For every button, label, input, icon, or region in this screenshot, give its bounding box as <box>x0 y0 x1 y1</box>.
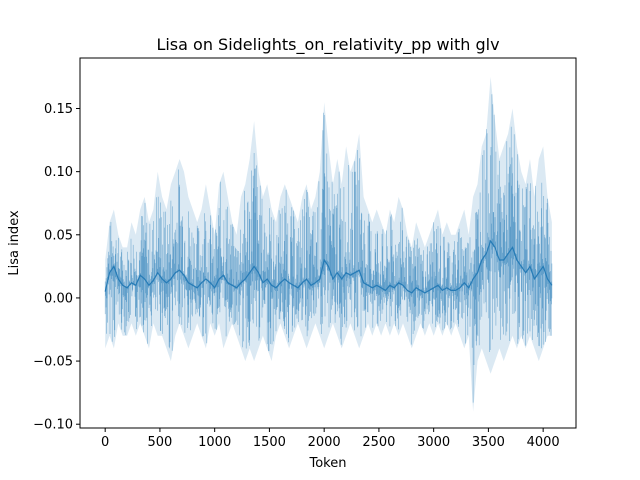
y-axis-ticks: −0.10 −0.05 0.00 0.05 0.10 0.15 <box>33 102 80 433</box>
y-tick-label: 0.15 <box>44 102 73 117</box>
data-layer <box>104 76 553 412</box>
y-tick-label: −0.05 <box>33 355 73 370</box>
x-tick-label: 1000 <box>198 435 231 450</box>
y-tick-label: 0.00 <box>44 291 73 306</box>
x-axis-ticks: 0 500 1000 1500 2000 2500 3000 3500 4000 <box>101 428 560 450</box>
x-axis-label: Token <box>309 456 347 471</box>
x-tick-label: 500 <box>148 435 173 450</box>
x-tick-label: 2000 <box>308 435 341 450</box>
y-tick-label: −0.10 <box>33 418 73 433</box>
y-tick-label: 0.10 <box>44 165 73 180</box>
y-tick-label: 0.05 <box>44 228 73 243</box>
series-envelope <box>105 76 552 412</box>
y-axis-label: Lisa index <box>7 210 22 276</box>
chart-title: Lisa on Sidelights_on_relativity_pp with… <box>156 35 499 55</box>
plot-frame <box>79 57 577 429</box>
x-tick-label: 3000 <box>417 435 450 450</box>
x-tick-label: 0 <box>101 435 109 450</box>
x-tick-label: 2500 <box>362 435 395 450</box>
series-line <box>104 239 553 294</box>
x-tick-label: 4000 <box>527 435 560 450</box>
x-tick-label: 1500 <box>253 435 286 450</box>
x-tick-label: 3500 <box>472 435 505 450</box>
